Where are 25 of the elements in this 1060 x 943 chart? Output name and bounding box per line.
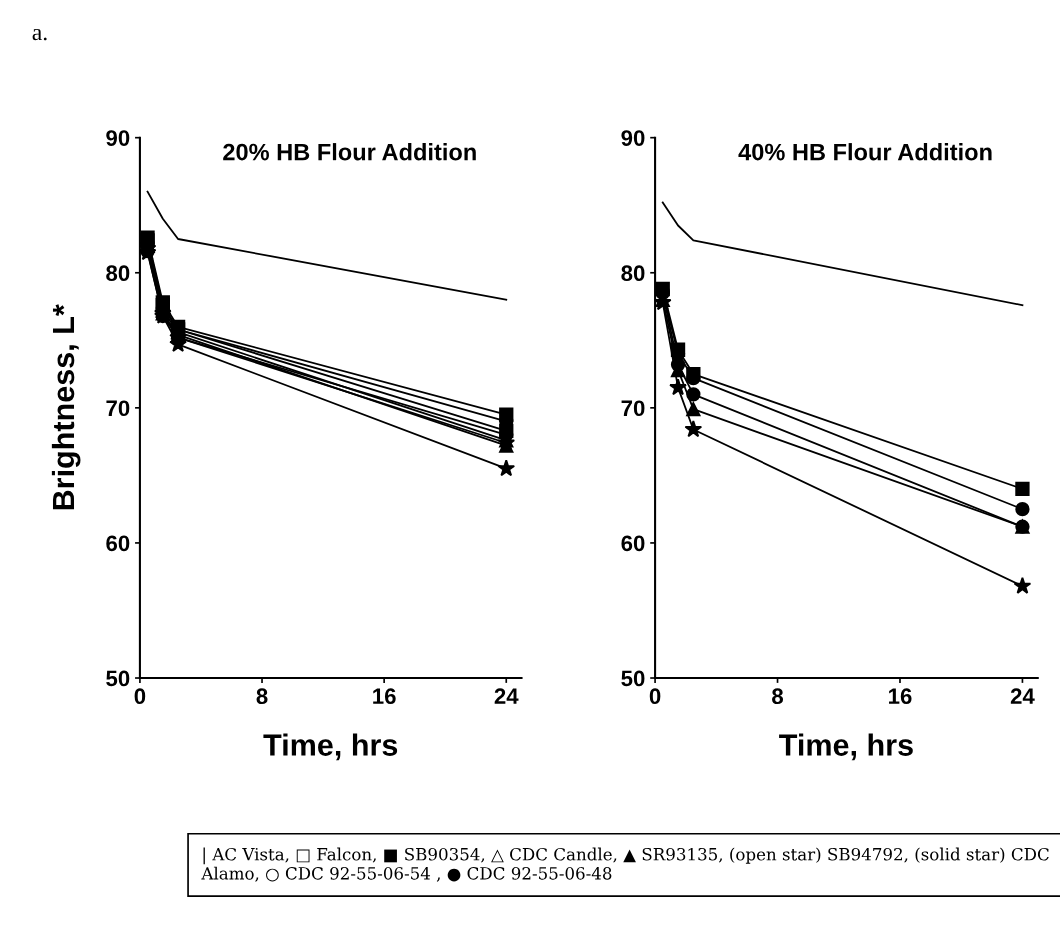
y-tick-label: 90 [621, 130, 645, 146]
y-tick-label: 50 [621, 670, 645, 687]
y-tick-label: 70 [106, 400, 130, 417]
y-tick-label: 50 [106, 670, 130, 687]
x-tick-label: 24 [1010, 688, 1035, 704]
text: a. [32, 28, 47, 41]
x-axis-title: Time, hrs [779, 733, 913, 761]
x-tick-label: 8 [772, 688, 784, 705]
y-tick-label: 80 [621, 265, 645, 282]
x-tick-label: 0 [134, 688, 146, 705]
x-tick-label: 16 [889, 688, 912, 705]
x-tick-label: 16 [373, 688, 396, 705]
y-tick-label: 60 [621, 535, 645, 552]
x-tick-label: 8 [256, 688, 268, 705]
x-tick-label: 24 [494, 688, 519, 704]
text: | AC Vista, □ Falcon, ■ SB90354, △ CDC Candle, ▲ SR93135, (open star) SB94792, (solid star) CDC Alamo, ○ CDC 92-55-06-54 , ● CDC 92-55-06-48 [201, 847, 1049, 882]
y-axis-title: Brightness, L* [51, 304, 81, 510]
y-tick-label: 60 [106, 535, 130, 552]
x-tick-label: 0 [649, 688, 661, 705]
chart-title: 40% HB Flour Addition [738, 143, 992, 161]
y-tick-label: 90 [106, 130, 130, 146]
y-tick-label: 70 [621, 400, 645, 417]
x-axis-title: Time, hrs [263, 733, 398, 761]
chart-title: 20% HB Flour Addition [223, 143, 476, 161]
y-tick-label: 80 [106, 265, 130, 282]
